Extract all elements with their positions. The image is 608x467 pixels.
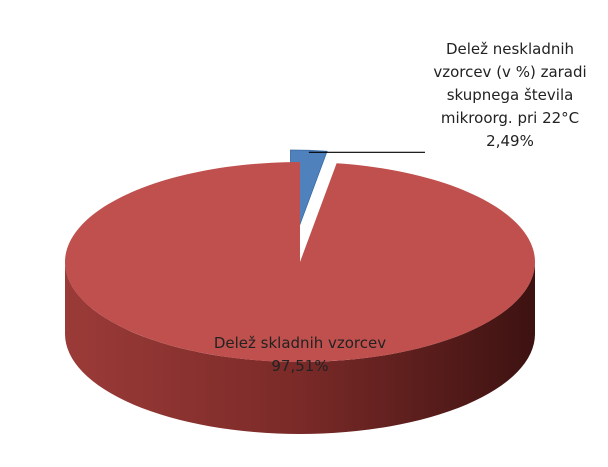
- category-label: Delež skladnih vzorcev: [213, 334, 387, 352]
- pie-slice: [64, 162, 535, 362]
- slice-label: Delež skladnih vzorcev 97,51%: [150, 332, 450, 378]
- pie-side: [65, 262, 535, 434]
- value-label: 97,51%: [271, 357, 329, 375]
- category-label: Delež neskladnih vzorcev (v %) zaradi sk…: [433, 40, 587, 127]
- value-label: 2,49%: [486, 132, 534, 150]
- slice-label: Delež neskladnih vzorcev (v %) zaradi sk…: [420, 38, 600, 153]
